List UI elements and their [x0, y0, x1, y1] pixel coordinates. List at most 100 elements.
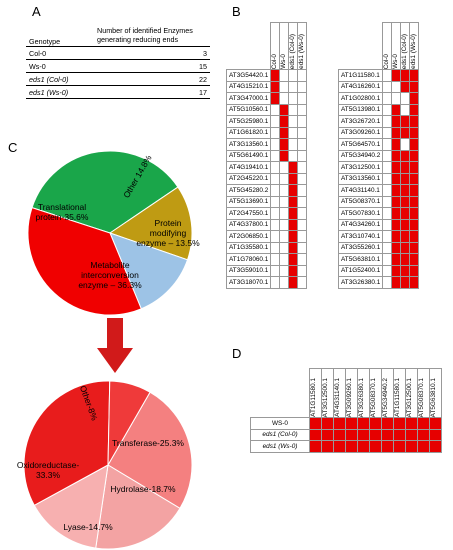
gene-id: AT3G26380.1 [337, 276, 384, 289]
pie-slice [33, 464, 109, 549]
presence-cell-empty [270, 149, 281, 162]
presence-cell-filled [391, 103, 402, 116]
presence-cell-filled [345, 417, 358, 430]
gene-row: AT2G06850.1 [225, 230, 308, 243]
presence-cell-empty [382, 149, 393, 162]
genotype-row: eds1 (Col-0) [250, 428, 442, 441]
presence-cell-empty [382, 80, 393, 93]
presence-cell-filled [288, 276, 299, 289]
presence-cell-filled [288, 230, 299, 243]
presence-cell-filled [391, 195, 402, 208]
column-header-label: AT1G11580.1 [394, 378, 401, 417]
presence-cell-empty [270, 172, 281, 185]
presence-cell-filled [369, 428, 382, 441]
presence-cell-filled [409, 161, 420, 174]
presence-cell-empty [270, 230, 281, 243]
presence-grid-left: Col-0 Ws-0 eds1 (Col-0) eds1 (Ws-0) AT3G5442… [225, 22, 308, 289]
gene-id: AT4G15210.1 [225, 80, 272, 93]
presence-cell-empty [270, 218, 281, 231]
gene-id: AT4G19410.1 [225, 161, 272, 174]
presence-cell-filled [405, 440, 418, 453]
gene-row: AT1G52400.1 [337, 264, 420, 277]
presence-cell-filled [391, 241, 402, 254]
presence-cell-filled [409, 69, 420, 82]
presence-cell-filled [409, 276, 420, 289]
presence-cell-filled [391, 149, 402, 162]
presence-cell-filled [409, 184, 420, 197]
presence-cell-filled [279, 149, 290, 162]
presence-cell-empty [382, 195, 393, 208]
presence-cell-filled [400, 184, 411, 197]
presence-cell-filled [391, 230, 402, 243]
presence-cell-empty [288, 80, 299, 93]
presence-cell-filled [288, 161, 299, 174]
column-header-label: AT3G12500.1 [406, 377, 413, 417]
presence-cell-empty [382, 276, 393, 289]
presence-cell-empty [297, 207, 308, 220]
presence-cell-empty [279, 80, 290, 93]
presence-cell-empty [297, 230, 308, 243]
pie-slice [31, 150, 179, 234]
gene-id: AT5G13690.1 [225, 195, 272, 208]
presence-cell-filled [409, 218, 420, 231]
presence-cell-filled [409, 92, 420, 105]
presence-cell-empty [279, 195, 290, 208]
presence-cell-filled [391, 276, 402, 289]
presence-cell-filled [381, 440, 394, 453]
pie-slice [108, 186, 193, 261]
presence-cell-filled [369, 417, 382, 430]
presence-cell-empty [297, 69, 308, 82]
presence-cell-empty [382, 161, 393, 174]
pie-label: Oxidoreductase-33.3% [17, 460, 80, 480]
gene-id: AT3G10740.1 [337, 230, 384, 243]
genotype-cell: eds1 (Col-0) [29, 74, 69, 84]
column-header: AT1G11580.1 [309, 368, 322, 418]
presence-cell-empty [297, 241, 308, 254]
presence-cell-empty [382, 172, 393, 185]
presence-cell-filled [400, 126, 411, 139]
presence-cell-empty [270, 253, 281, 266]
presence-cell-filled [391, 218, 402, 231]
column-header-label: AT5G34940.2 [382, 377, 389, 417]
presence-cell-empty [270, 264, 281, 277]
presence-cell-filled [400, 149, 411, 162]
presence-cell-empty [382, 218, 393, 231]
gene-row: AT3G26720.1 [337, 115, 420, 128]
gene-row: AT3G54420.1 [225, 69, 308, 82]
presence-cell-empty [279, 218, 290, 231]
presence-cell-filled [409, 115, 420, 128]
column-header: AT5G63810.1 [429, 368, 442, 418]
presence-cell-filled [409, 195, 420, 208]
presence-cell-filled [279, 115, 290, 128]
column-header-label: eds1 (Ws-0) [410, 34, 418, 69]
presence-cell-empty [279, 184, 290, 197]
column-header: AT4G31140.1 [333, 368, 346, 418]
gene-row: AT3G10740.1 [337, 230, 420, 243]
panel-letter-b: B [232, 4, 241, 19]
column-header-label: Col-0 [271, 53, 279, 69]
presence-cell-filled [279, 103, 290, 116]
genotype-label: eds1 (Ws-0) [250, 440, 310, 453]
presence-cell-filled [309, 440, 322, 453]
column-header-label: Ws-0 [392, 54, 400, 69]
gene-row: AT4G19410.1 [225, 161, 308, 174]
gene-id: AT5G45280.2 [225, 184, 272, 197]
column-header: eds1 (Col-0) [288, 22, 299, 70]
presence-cell-filled [409, 264, 420, 277]
presence-cell-filled [321, 440, 334, 453]
column-header: AT3G26380.1 [357, 368, 370, 418]
gene-id: AT1G02800.1 [337, 92, 384, 105]
presence-cell-empty [382, 92, 393, 105]
presence-cell-filled [279, 126, 290, 139]
presence-cell-filled [357, 417, 370, 430]
gene-row: AT5G13690.1 [225, 195, 308, 208]
column-header: eds1 (Ws-0) [297, 22, 308, 70]
presence-cell-filled [393, 417, 406, 430]
gene-row: AT5G63810.1 [337, 253, 420, 266]
gene-row: AT5G34940.2 [337, 149, 420, 162]
presence-cell-filled [391, 126, 402, 139]
column-header-label: Col-0 [383, 53, 391, 69]
column-header: AT5G08370.1 [417, 368, 430, 418]
gene-id: AT2G47550.1 [225, 207, 272, 220]
pie-slice [109, 232, 189, 310]
